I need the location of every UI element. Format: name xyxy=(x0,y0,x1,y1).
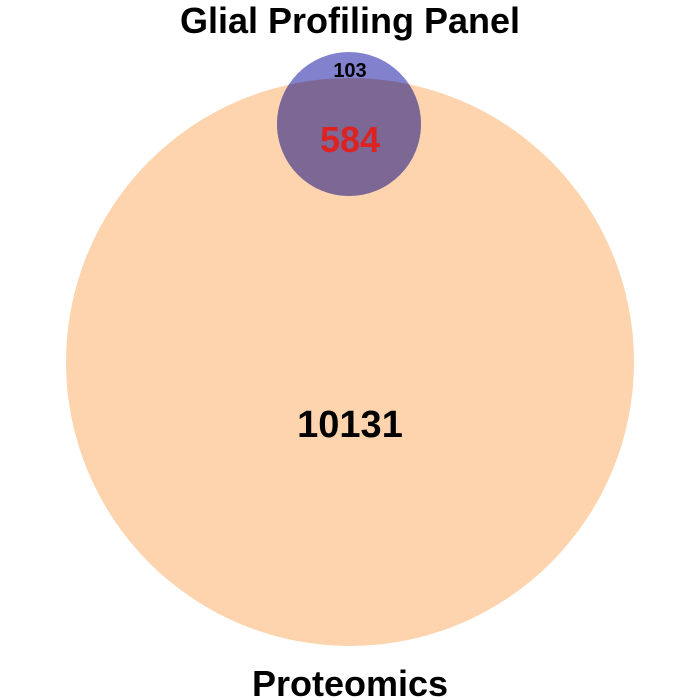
glial-only-count: 103 xyxy=(333,60,366,82)
overlap-region xyxy=(277,78,421,196)
glial-panel-label: Glial Profiling Panel xyxy=(180,0,520,41)
proteomics-circle xyxy=(66,78,634,646)
proteomics-label: Proteomics xyxy=(252,663,448,700)
proteomics-only-count: 10131 xyxy=(297,404,403,446)
overlap-count: 584 xyxy=(320,119,380,160)
